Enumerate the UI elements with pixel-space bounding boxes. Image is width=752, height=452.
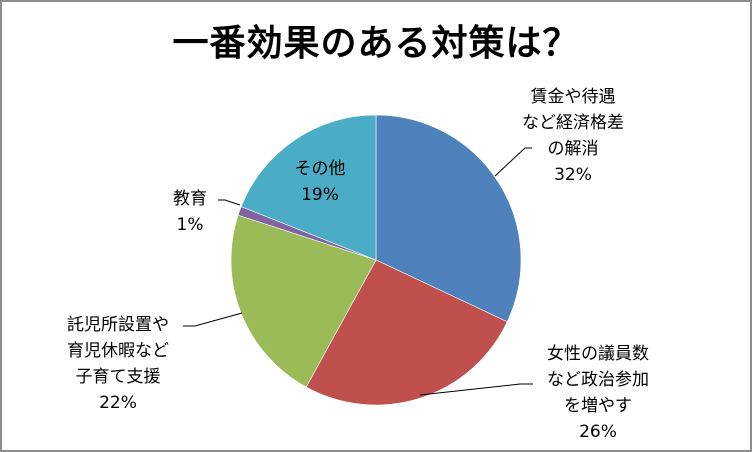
pie-slices: [230, 114, 522, 406]
label-economic-pct: 32%: [554, 165, 592, 185]
label-education-pct: 1%: [176, 215, 204, 235]
leader-line-economic: [494, 147, 532, 177]
pie-slice-economic: [375, 114, 522, 323]
leader-lines: [183, 147, 533, 396]
label-childcare-line3: 子育て支援: [75, 367, 161, 387]
label-economic-line2: など経済格差: [522, 113, 624, 133]
label-political-line3: を増やす: [564, 396, 632, 416]
label-education: 教育 1%: [160, 186, 220, 238]
label-political-pct: 26%: [579, 422, 617, 442]
label-political-line1: 女性の議員数: [547, 344, 649, 364]
label-economic: 賃金や待遇 など経済格差 の解消 32%: [498, 84, 648, 188]
label-other-line1: その他: [294, 159, 346, 179]
label-political-line2: など政治参加: [547, 370, 649, 390]
label-economic-line1: 賃金や待遇: [530, 87, 616, 107]
chart-title: 一番効果のある対策は？: [172, 23, 580, 64]
label-childcare-line2: 育児休暇など: [67, 341, 169, 361]
label-childcare: 託児所設置や 育児休暇など 子育て支援 22%: [48, 312, 188, 416]
pie-slice-other: [240, 114, 377, 261]
leader-line-political: [419, 383, 533, 396]
leader-line-education: [218, 199, 241, 206]
label-other-pct: 19%: [301, 185, 339, 205]
leader-line-childcare: [183, 312, 243, 327]
label-other: その他 19%: [280, 156, 360, 208]
label-childcare-line1: 託児所設置や: [67, 315, 169, 335]
label-political: 女性の議員数 など政治参加 を増やす 26%: [528, 341, 668, 445]
label-childcare-pct: 22%: [99, 393, 137, 413]
label-economic-line3: の解消: [547, 139, 599, 159]
label-education-line1: 教育: [173, 189, 207, 209]
